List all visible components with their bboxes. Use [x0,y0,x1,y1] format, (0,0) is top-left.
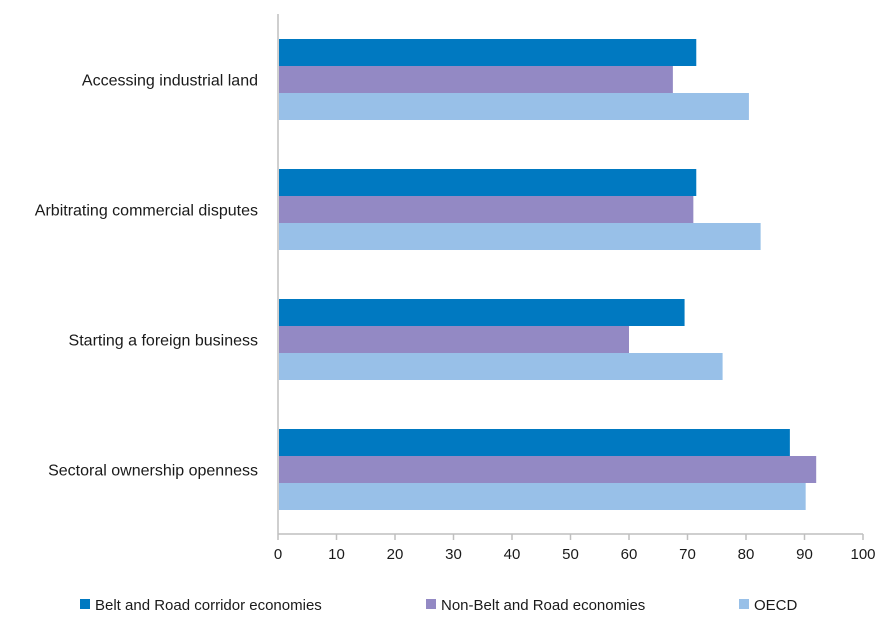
legend-label: Belt and Road corridor economies [95,597,322,614]
x-tick-label: 30 [445,546,462,563]
x-tick-label: 70 [679,546,696,563]
category-label: Accessing industrial land [82,73,258,90]
bars [279,39,817,510]
legend-swatch [739,599,749,609]
bar [279,483,806,510]
bar [279,456,817,483]
bar [279,353,723,380]
category-label: Sectoral ownership openness [48,463,258,480]
bar [279,299,685,326]
bar [279,429,790,456]
x-ticks: 0 10 20 30 40 50 60 70 80 90 100 [274,534,876,563]
bar [279,39,697,66]
bar [279,93,749,120]
x-tick-label: 40 [504,546,521,563]
bar [279,66,673,93]
x-tick-label: 60 [621,546,638,563]
x-tick-label: 80 [738,546,755,563]
legend-label: OECD [754,597,798,614]
x-tick-label: 90 [796,546,813,563]
legend-swatch [80,599,90,609]
category-label: Arbitrating commercial disputes [35,203,258,220]
category-label: Starting a foreign business [69,333,258,350]
legend-swatch [426,599,436,609]
bar [279,326,629,353]
bar [279,196,694,223]
x-tick-label: 50 [562,546,579,563]
x-tick-label: 20 [387,546,404,563]
bar [279,169,697,196]
category-labels: Accessing industrial land Arbitrating com… [35,73,258,480]
legend: Belt and Road corridor economies Non-Belt… [80,597,798,614]
x-tick-label: 100 [850,546,875,563]
x-tick-label: 10 [328,546,345,563]
x-tick-label: 0 [274,546,282,563]
legend-label: Non-Belt and Road economies [441,597,645,614]
bar [279,223,761,250]
